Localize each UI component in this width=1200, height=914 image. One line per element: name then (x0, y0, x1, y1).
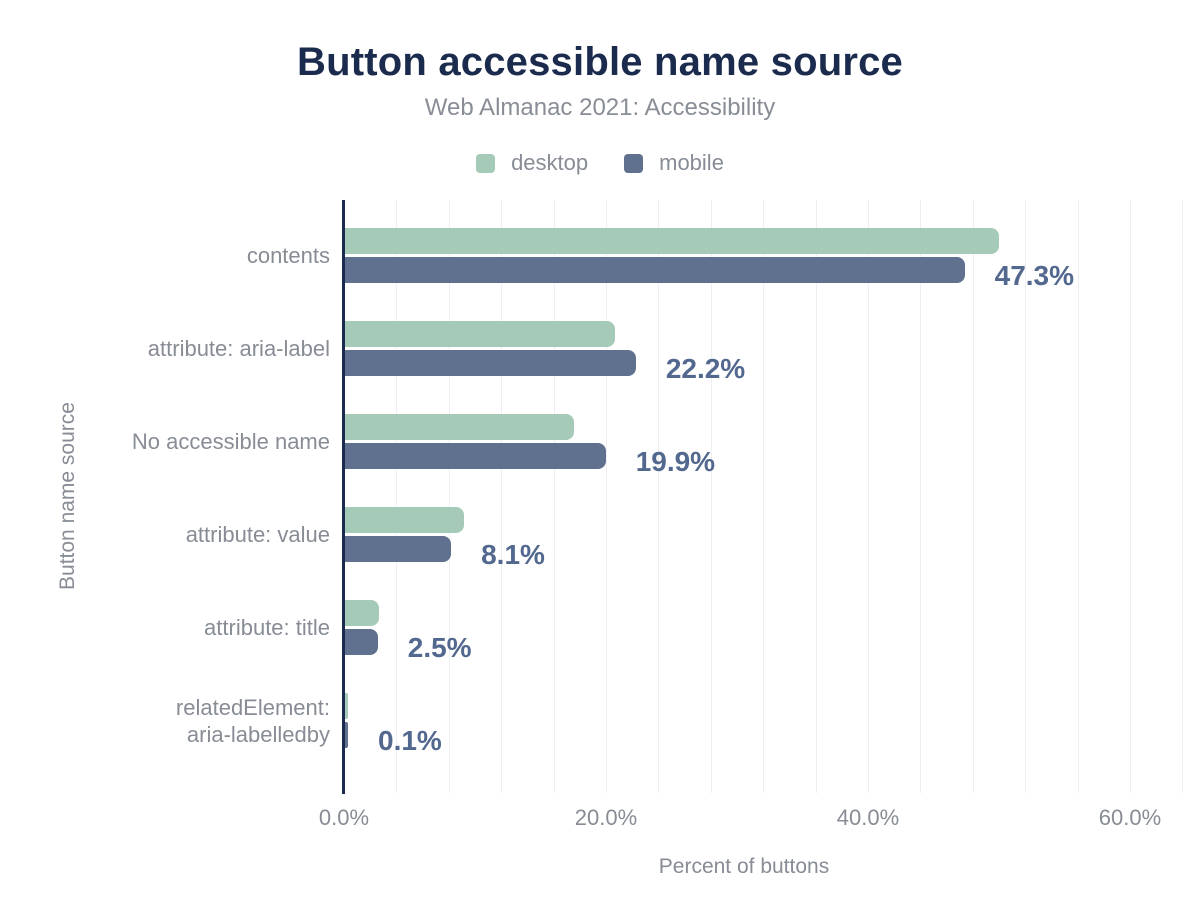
category-label: attribute: aria-label (147, 336, 330, 361)
value-label: 0.1% (378, 725, 442, 756)
mobile-bar (345, 350, 636, 376)
gridline (972, 200, 974, 793)
mobile-bar (345, 722, 348, 748)
value-label: 8.1% (481, 539, 545, 570)
legend: desktop mobile (0, 150, 1200, 176)
x-tick-label: 40.0% (836, 805, 900, 830)
page-subtitle: Web Almanac 2021: Accessibility (424, 94, 776, 121)
chart-area: 0.0% 20.0% 40.0% 60.0% contents 47.3% attribut… (132, 200, 1192, 830)
legend-swatch-desktop-icon (476, 153, 496, 173)
value-label: 47.3% (994, 260, 1075, 291)
gridline (710, 200, 712, 793)
category-label: attribute: title (204, 615, 330, 640)
value-label: 2.5% (407, 632, 472, 663)
desktop-bar (345, 600, 380, 626)
gridline (1130, 200, 1131, 793)
gridline (658, 200, 660, 793)
gridline (1077, 200, 1079, 793)
x-axis-title: Percent of buttons (658, 855, 830, 878)
category-label: contents (246, 243, 330, 268)
mobile-bar (345, 257, 965, 283)
gridline (763, 200, 765, 793)
desktop-bar (345, 321, 615, 347)
mobile-bar (345, 536, 452, 562)
legend-label-desktop: desktop (511, 150, 589, 175)
desktop-bar (345, 507, 465, 533)
x-tick-label: 20.0% (574, 805, 638, 830)
gridline (920, 200, 922, 793)
desktop-bar (345, 414, 575, 440)
page-title: Button accessible name source (296, 40, 903, 84)
gridline (501, 200, 503, 793)
desktop-bar (345, 228, 999, 254)
category-label: No accessible name (131, 429, 330, 454)
legend-swatch-mobile-icon (624, 153, 644, 173)
gridline (553, 200, 555, 793)
legend-item-mobile: mobile (624, 150, 724, 176)
mobile-bar (345, 629, 378, 655)
gridline (396, 200, 398, 793)
x-tick-label: 0.0% (318, 805, 370, 830)
gridline (815, 200, 817, 793)
desktop-bar (345, 693, 348, 719)
value-label: 19.9% (635, 446, 716, 477)
gridline (606, 200, 607, 793)
value-label: 22.2% (665, 353, 746, 384)
legend-label-mobile: mobile (659, 150, 724, 175)
y-axis-line (342, 200, 345, 794)
x-tick-label: 60.0% (1098, 805, 1162, 830)
gridline (1025, 200, 1027, 793)
mobile-bar (345, 443, 606, 469)
gridline (868, 200, 869, 793)
gridline (448, 200, 450, 793)
category-label: relatedElement: aria-labelledby (175, 694, 330, 747)
legend-item-desktop: desktop (476, 150, 588, 176)
gridline (1182, 200, 1184, 793)
category-label: attribute: value (185, 522, 330, 547)
